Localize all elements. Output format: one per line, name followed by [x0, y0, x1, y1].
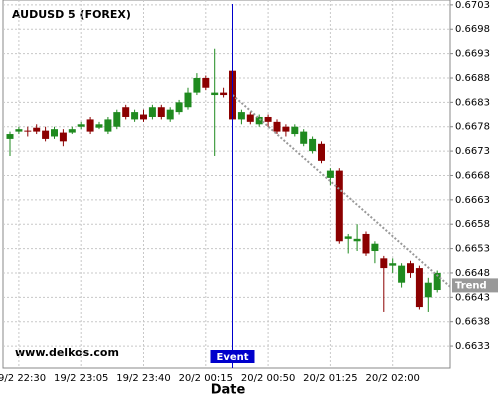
x-tick-label: 20/2 00:50 [241, 373, 295, 384]
y-tick-label: 0.6688 [455, 73, 490, 84]
y-tick-label: 0.6638 [455, 317, 490, 328]
candle-body [398, 265, 406, 283]
x-tick-label: 20/2 01:25 [303, 373, 357, 384]
candle-body [193, 77, 201, 93]
y-tick-label: 0.6693 [455, 49, 490, 60]
candle-body [211, 92, 219, 96]
y-tick-label: 0.6703 [455, 0, 490, 11]
candle-body [175, 102, 183, 113]
candle-body [291, 126, 299, 135]
y-tick-label: 0.6698 [455, 24, 490, 35]
candle-body [246, 114, 254, 122]
candle-body [237, 112, 245, 120]
x-tick-label: 19/2 22:30 [0, 373, 46, 384]
candle-body [344, 236, 352, 239]
y-tick-label: 0.6653 [455, 244, 490, 255]
candle-body [202, 77, 210, 88]
candle-body [140, 114, 147, 120]
candle-body [264, 116, 272, 122]
x-tick-label: 19/2 23:05 [54, 373, 108, 384]
candle-body [309, 138, 317, 152]
watermark: www.delkos.com [15, 346, 119, 359]
candle-body [371, 243, 379, 252]
candle-body [51, 129, 58, 137]
candle-body [407, 263, 414, 273]
y-tick-label: 0.6673 [455, 146, 490, 157]
candle-body [113, 112, 121, 127]
candle-body [389, 263, 397, 266]
candle-body [148, 107, 156, 117]
candle-body [362, 233, 370, 254]
candle-body [59, 132, 67, 142]
candle-body [380, 258, 388, 269]
candle-body [68, 129, 76, 133]
candle-body [122, 107, 130, 117]
candle-body [318, 143, 325, 161]
y-tick-label: 0.6633 [455, 341, 490, 352]
y-tick-label: 0.6648 [455, 268, 490, 279]
candle-body [335, 170, 343, 242]
candle-body [42, 130, 50, 139]
candle-body [95, 124, 103, 128]
candle-body [433, 272, 441, 291]
y-tick-label: 0.6668 [455, 170, 490, 181]
candle-body [15, 129, 23, 132]
trend-line [231, 94, 451, 288]
y-tick-label: 0.6658 [455, 219, 490, 230]
candle-body [104, 119, 112, 132]
candle-body [166, 109, 174, 120]
candle-body [24, 130, 32, 132]
y-tick-label: 0.6678 [455, 122, 490, 133]
candle-body [77, 124, 85, 127]
trend-label-box [452, 278, 498, 293]
x-axis-label: Date [211, 383, 246, 398]
candle-body [6, 134, 14, 139]
x-tick-label: 20/2 00:15 [179, 373, 233, 384]
candle-body [326, 170, 334, 178]
chart-title: AUDUSD 5 (FOREX) [12, 8, 131, 21]
candle-body [424, 282, 432, 298]
candle-body [273, 121, 281, 132]
candle-body [33, 127, 41, 132]
candle-body [353, 238, 361, 242]
candle-body [86, 119, 94, 132]
candle-body [157, 107, 165, 117]
candle-body [300, 131, 308, 144]
y-tick-label: 0.6643 [455, 292, 490, 303]
trend-label: Trend [455, 280, 487, 291]
x-tick-label: 20/2 02:00 [365, 373, 419, 384]
candle-body [255, 116, 263, 125]
candle-body [131, 112, 139, 120]
candle-body [184, 92, 192, 108]
event-label: Event [216, 352, 248, 363]
candle-body [282, 126, 290, 132]
candle-body [220, 92, 228, 96]
y-tick-label: 0.6663 [455, 195, 490, 206]
x-tick-label: 19/2 23:40 [116, 373, 170, 384]
event-box [210, 350, 255, 363]
y-tick-label: 0.6683 [455, 97, 490, 108]
candle-body [415, 268, 423, 308]
plot-area [2, 0, 451, 369]
